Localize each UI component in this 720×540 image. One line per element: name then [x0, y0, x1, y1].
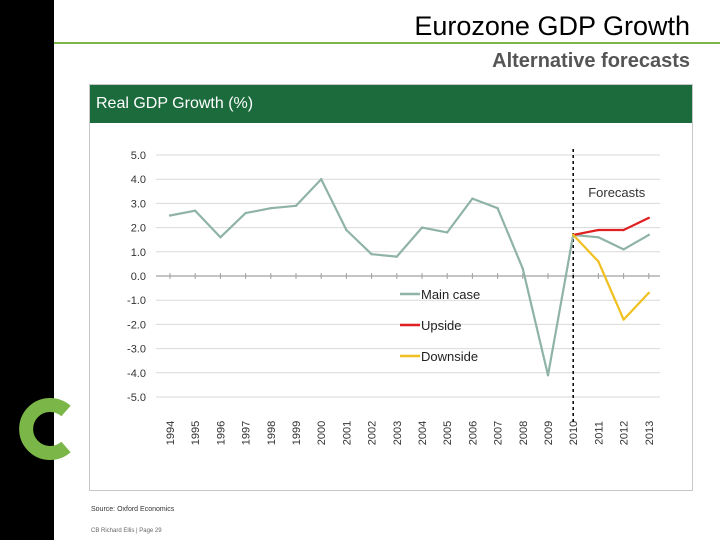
series-line-main-case: [169, 178, 650, 377]
data-point: [471, 197, 474, 200]
data-point: [294, 204, 298, 208]
y-tick-label: 5.0: [131, 150, 146, 162]
data-point: [194, 209, 197, 212]
x-tick-label: 1995: [190, 421, 202, 445]
data-point: [622, 248, 625, 251]
page-footer: CB Richard Ellis | Page 29: [91, 528, 162, 534]
data-point: [622, 228, 625, 232]
data-point: [521, 267, 524, 270]
x-tick-label: 1998: [266, 421, 278, 445]
y-tick-label: 4.0: [131, 174, 146, 186]
x-tick-label: 2007: [493, 421, 505, 445]
chart-header: Real GDP Growth (%): [90, 85, 692, 123]
y-tick-label: 1.0: [131, 247, 146, 259]
y-tick-label: 0.0: [131, 271, 146, 283]
x-tick-label: 2010: [568, 421, 580, 445]
data-point: [168, 214, 172, 217]
x-tick-label: 2004: [417, 421, 429, 445]
x-tick-label: 2003: [392, 421, 404, 445]
slide-subtitle: Alternative forecasts: [492, 50, 690, 72]
x-tick-label: 2001: [341, 421, 353, 445]
slide-title: Eurozone GDP Growth: [414, 11, 690, 41]
data-point: [320, 178, 323, 181]
x-tick-label: 2005: [442, 421, 454, 445]
data-point: [597, 236, 600, 239]
gdp-line-chart: 5.0 4.0 3.0 2.0 1.0 0.0 -1.0 -2.0 -3.0 -4.0 -5.0 19…: [127, 149, 660, 445]
logo-c-icon: [19, 398, 71, 460]
x-tick-label: 2006: [467, 421, 479, 445]
chart-panel: Real GDP Growth (%) 5.0 4.0 3.0 2.0 1.0 0.0 -1…: [89, 84, 693, 491]
x-tick-label: 2011: [593, 421, 605, 445]
chart-title: Real GDP Growth (%): [96, 95, 254, 112]
y-tick-label: 3.0: [131, 198, 146, 210]
title-divider: [54, 42, 720, 44]
source-note: Source: Oxford Economics: [91, 506, 175, 513]
legend-label: Main case: [421, 287, 480, 302]
data-point: [546, 374, 550, 377]
y-tick-label: -2.0: [127, 319, 146, 331]
data-point: [420, 226, 424, 229]
y-tick-label: -4.0: [127, 368, 146, 380]
series-line-downside: [572, 234, 650, 321]
legend-label: Downside: [421, 349, 478, 364]
y-tick-label: -5.0: [127, 392, 146, 404]
x-tick-label: 1997: [241, 421, 253, 445]
x-tick-label: 2000: [316, 421, 328, 445]
x-tick-label: 2002: [367, 421, 379, 445]
data-point: [572, 233, 575, 237]
legend-label: Upside: [421, 318, 461, 333]
x-tick-label: 2008: [518, 421, 530, 445]
x-tick-label: 1999: [291, 421, 303, 445]
x-tick-label: 2013: [644, 421, 656, 445]
y-tick-label: -1.0: [127, 295, 146, 307]
data-point: [345, 228, 348, 232]
data-point: [269, 207, 272, 210]
data-point: [496, 207, 499, 210]
series-line-upside: [572, 216, 650, 236]
data-point: [395, 255, 398, 258]
x-tick-label: 1996: [215, 421, 227, 445]
x-tick-label: 1994: [165, 421, 177, 445]
y-tick-label: -3.0: [127, 344, 146, 356]
data-point: [647, 233, 650, 237]
data-point: [622, 318, 625, 321]
data-point: [244, 211, 247, 215]
forecast-label: Forecasts: [588, 185, 646, 200]
x-tick-label: 2012: [619, 421, 631, 445]
data-point: [597, 228, 600, 232]
data-point: [647, 216, 650, 220]
data-point: [219, 236, 222, 239]
y-tick-label: 2.0: [131, 223, 146, 235]
x-tick-label: 2009: [543, 421, 555, 445]
data-point: [446, 231, 449, 234]
data-point: [597, 260, 600, 263]
data-point: [370, 253, 373, 256]
data-point: [647, 291, 650, 295]
